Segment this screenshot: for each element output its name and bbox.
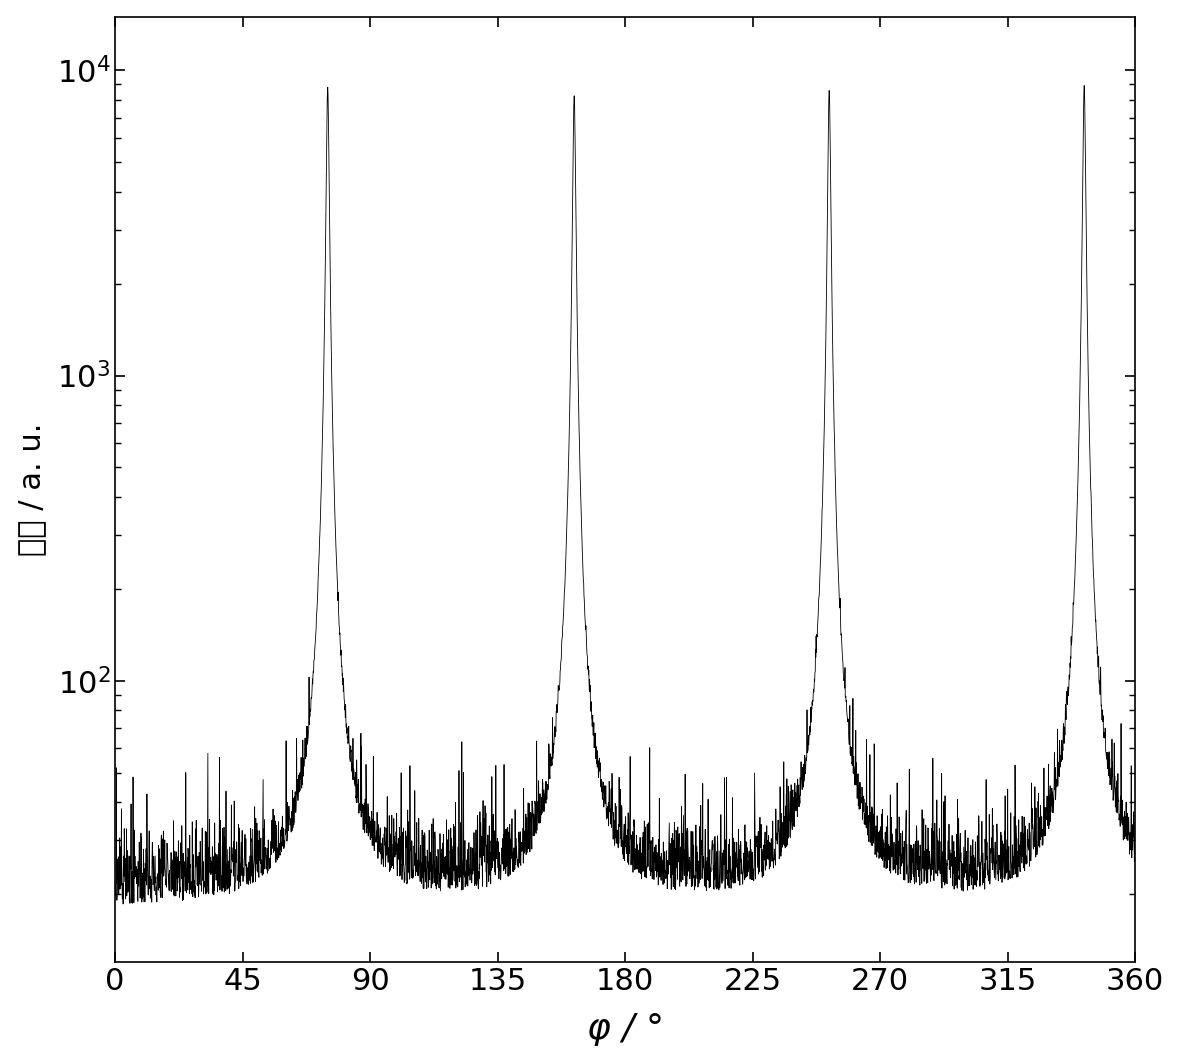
Y-axis label: 强度 / a. u.: 强度 / a. u. [17, 423, 46, 556]
X-axis label: φ / °: φ / ° [587, 1012, 664, 1046]
